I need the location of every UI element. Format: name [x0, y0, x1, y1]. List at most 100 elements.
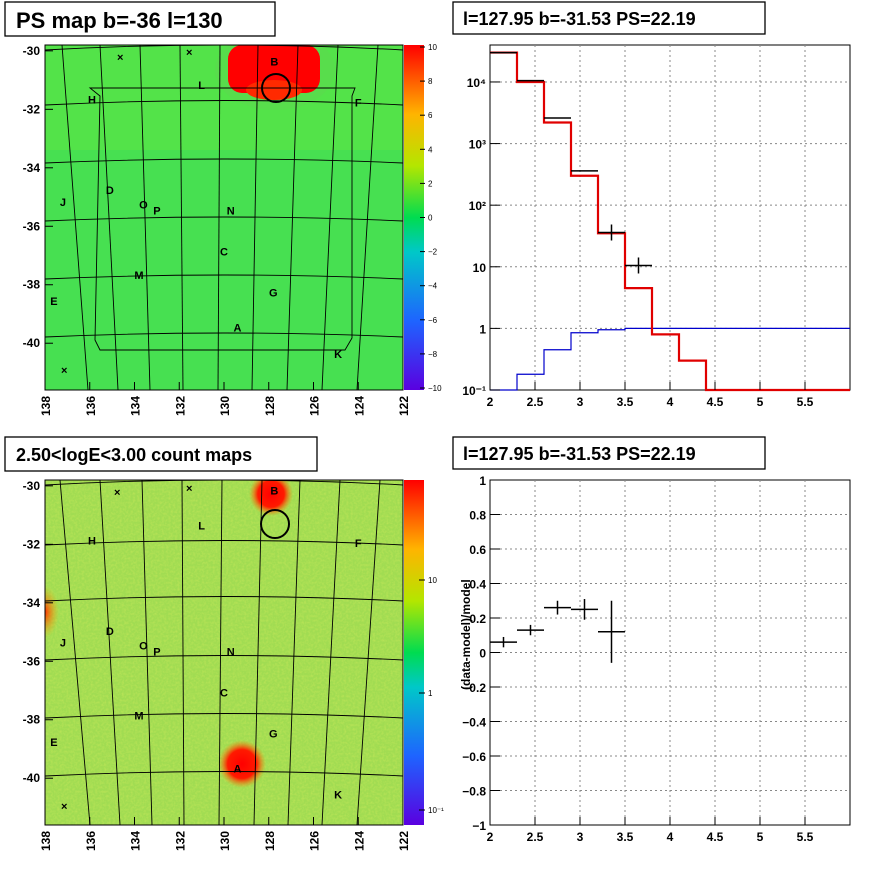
palette-tick-label: 1: [428, 689, 433, 698]
ps-map-yticks: -30 -32 -34 -36 -38 -40: [23, 44, 53, 350]
selected-source-circle-count: [260, 509, 290, 539]
source-label-f: F: [355, 538, 362, 550]
xtick-label: 4.5: [707, 395, 724, 409]
xtick-label: 4.5: [707, 830, 724, 844]
source-label-m: M: [134, 711, 143, 723]
ytick-label: -30: [23, 44, 41, 58]
residual-panel: l=127.95 b=-31.53 PS=22.19 2 2.5 3 3.5 4 4.5 5…: [452, 436, 851, 844]
xtick-label: 5: [757, 830, 764, 844]
selected-source-circle: [261, 73, 291, 103]
source-label-e: E: [50, 737, 57, 749]
source-label-o: O: [139, 641, 148, 653]
residual-ylabel: (data-model)/model: [459, 579, 473, 690]
source-label-h: H: [88, 535, 96, 547]
ytick-label: 1: [479, 474, 486, 488]
ytick-label: −0.4: [462, 716, 486, 730]
ytick-label: 10⁴: [467, 76, 486, 90]
spectrum-title-box: [452, 1, 766, 35]
spectrum-frame: [489, 44, 851, 391]
xtick-label: 124: [352, 396, 366, 416]
xtick-label: 5: [757, 395, 764, 409]
ytick-label: 10: [473, 261, 487, 275]
ytick-label: 10³: [469, 138, 486, 152]
xtick-label: 134: [129, 396, 143, 416]
count-map-panel: 2.50<logE<3.00 count maps B L H F D J O P N C M G E A…: [4, 436, 444, 851]
ytick-label: -32: [23, 102, 41, 116]
ps-map-source-labels: B L H F D J O P N C M G E A K: [50, 56, 362, 360]
xtick-label: 130: [218, 396, 232, 416]
source-label-l: L: [198, 80, 205, 92]
palette-tick-label: 6: [428, 111, 433, 120]
ytick-label: -30: [23, 479, 41, 493]
palette-tick-label: −6: [428, 316, 438, 325]
spectrum-yticks: 10⁻¹ 1 10 10² 10³ 10⁴: [462, 76, 500, 398]
ytick-label: 10⁻¹: [462, 384, 486, 398]
xtick-label: 4: [667, 830, 674, 844]
source-label-h: H: [88, 94, 96, 106]
marker-x-1: ×: [117, 52, 123, 64]
spectrum-xticks: 2 2.5 3 3.5 4 4.5 5 5.5: [487, 382, 814, 409]
palette-tick-label: 4: [428, 145, 433, 154]
palette-tick-label: −10: [428, 384, 442, 393]
xtick-label: 136: [84, 831, 98, 851]
xtick-label: 5.5: [797, 395, 814, 409]
marker-x-3: ×: [61, 365, 67, 377]
ytick-label: -38: [23, 278, 41, 292]
marker-x-4: ×: [114, 487, 120, 499]
count-map-xticks: 138 136 134 132 130 128 126 124 122: [39, 817, 411, 851]
palette-tick-label: 2: [428, 179, 433, 188]
xtick-label: 2: [487, 395, 494, 409]
xtick-label: 3.5: [617, 830, 634, 844]
source-label-k: K: [334, 790, 342, 802]
xtick-label: 138: [39, 831, 53, 851]
source-label-d: D: [106, 626, 114, 638]
source-label-m: M: [134, 270, 143, 282]
xtick-label: 136: [84, 396, 98, 416]
residual-title: l=127.95 b=-31.53 PS=22.19: [463, 444, 696, 464]
palette-tick-label: −8: [428, 350, 438, 359]
source-label-e: E: [50, 296, 57, 308]
ps-map-grid: [45, 45, 403, 390]
xtick-label: 128: [263, 396, 277, 416]
residual-series: [490, 599, 625, 663]
source-label-c: C: [220, 247, 228, 259]
xtick-label: 5.5: [797, 830, 814, 844]
palette-tick-label: −4: [428, 282, 438, 291]
xtick-label: 2.5: [527, 395, 544, 409]
ytick-label: -34: [23, 161, 41, 175]
residual-title-box: [452, 436, 766, 470]
source-label-c: C: [220, 687, 228, 699]
palette-tick-label: 10: [428, 43, 437, 52]
xtick-label: 126: [308, 396, 322, 416]
background-model-line: [490, 327, 850, 391]
source-label-b: B: [270, 486, 278, 498]
ps-map-title: PS map b=-36 l=130: [16, 8, 223, 33]
residual-xticks: 2 2.5 3 3.5 4 4.5 5 5.5: [487, 817, 814, 844]
ytick-label: −1: [472, 819, 486, 833]
ytick-label: 10²: [469, 199, 486, 213]
ytick-label: -40: [23, 336, 41, 350]
residual-grid: [490, 480, 850, 825]
spectrum-panel: l=127.95 b=-31.53 PS=22.19 2 2.5 3 3.5 4 4.5 5…: [452, 1, 851, 409]
xtick-label: 132: [173, 396, 187, 416]
source-label-a: A: [233, 323, 241, 335]
hot-edge-left: [45, 586, 59, 638]
source-label-j: J: [60, 197, 66, 209]
count-map-title-box: [4, 436, 318, 472]
spectrum-title: l=127.95 b=-31.53 PS=22.19: [463, 9, 696, 29]
count-map-yticks: -30 -32 -34 -36 -38 -40: [23, 479, 53, 785]
ytick-label: 1: [479, 322, 486, 336]
residual-yticks: 1 0.8 0.6 0.4 0.2 0 −0.2 −0.4 −0.6 −0.8 −1: [462, 474, 500, 833]
ytick-label: -36: [23, 654, 41, 668]
source-label-b: B: [270, 56, 278, 68]
hot-source-a: [218, 740, 266, 788]
ytick-label: 0.8: [469, 509, 486, 523]
xtick-label: 3: [577, 830, 584, 844]
xtick-label: 3.5: [617, 395, 634, 409]
source-label-p: P: [153, 206, 160, 218]
ytick-label: −0.8: [462, 785, 486, 799]
xtick-label: 2.5: [527, 830, 544, 844]
palette-tick-label: 10⁻¹: [428, 806, 444, 815]
xtick-label: 128: [263, 831, 277, 851]
source-label-p: P: [153, 646, 160, 658]
